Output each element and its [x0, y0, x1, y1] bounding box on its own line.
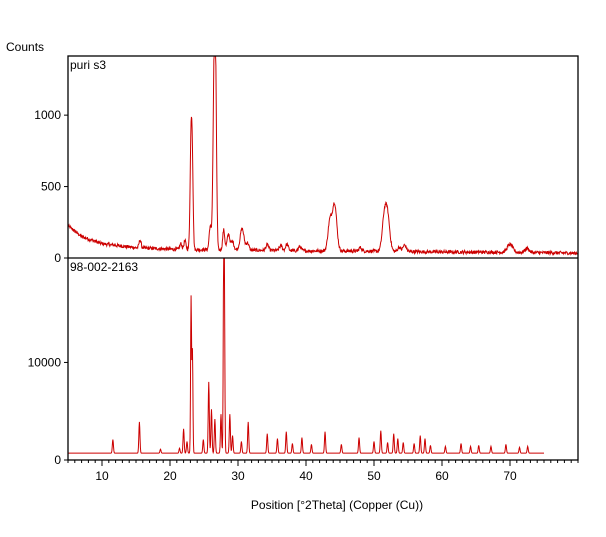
- y-tick-label: 1000: [34, 108, 61, 122]
- x-tick-label: 10: [95, 469, 109, 483]
- x-tick-label: 50: [367, 469, 381, 483]
- pattern-line-2: [68, 257, 544, 455]
- plot-area: 0 500 1000 puri s3 0 10000 98-002-2163 10 20 30 40…: [28, 55, 579, 483]
- y-tick-label: 0: [54, 453, 61, 467]
- x-tick-label: 30: [231, 469, 245, 483]
- x-tick-label: 70: [503, 469, 517, 483]
- y-tick-label: 500: [41, 180, 61, 194]
- y-tick-label: 10000: [28, 355, 62, 369]
- y-axis-label: Counts: [6, 40, 44, 54]
- x-tick-label: 60: [435, 469, 449, 483]
- x-tick-label: 40: [299, 469, 313, 483]
- x-axis-label: Position [°2Theta] (Copper (Cu)): [251, 498, 423, 512]
- panel-label-2: 98-002-2163: [70, 260, 138, 274]
- panel-label-1: puri s3: [70, 58, 106, 72]
- pattern-line-1: [67, 55, 579, 257]
- x-tick-label: 20: [163, 469, 177, 483]
- y-tick-label: 0: [54, 251, 61, 265]
